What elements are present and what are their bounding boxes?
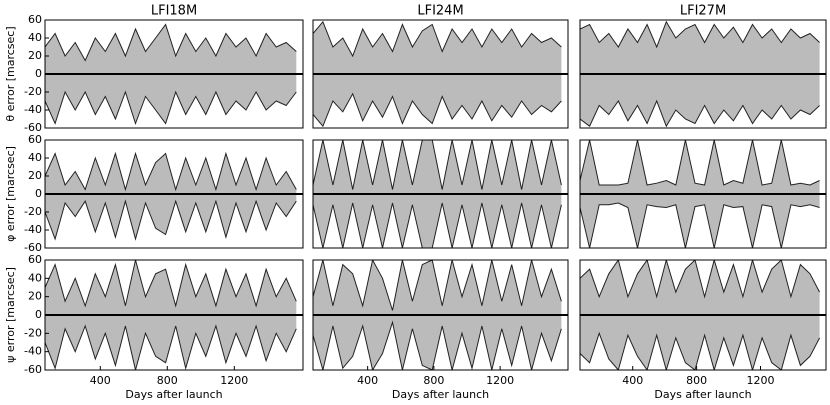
band-area [45, 153, 297, 194]
y-tick-label: -20 [24, 205, 42, 218]
plot-area [580, 20, 826, 128]
y-tick-label: 20 [28, 290, 42, 303]
y-axis-label: ψ error [marcsec] [4, 267, 17, 363]
y-tick-label: 40 [28, 271, 42, 284]
band-area [580, 260, 820, 315]
y-tick-label: 60 [28, 13, 42, 26]
panel-frame [44, 259, 304, 371]
y-tick-label: -60 [24, 121, 42, 134]
y-tick-label: 0 [35, 67, 42, 80]
plot-area [45, 23, 303, 126]
y-tick-label: 60 [28, 253, 42, 266]
band-area [580, 315, 820, 370]
panel-title: LFI18M [151, 4, 197, 19]
x-axis-label: Days after launch [392, 388, 489, 401]
envelope-line [580, 140, 820, 186]
envelope-line [45, 324, 297, 370]
envelope-line [45, 151, 297, 192]
envelope-line [313, 140, 562, 190]
y-tick-label: 60 [28, 133, 42, 146]
y-tick-label: -60 [24, 241, 42, 254]
band-area [45, 74, 297, 124]
plot-area [580, 140, 826, 248]
x-tick-label: 800 [686, 374, 707, 387]
y-tick-label: 0 [35, 187, 42, 200]
panel-frame [312, 139, 569, 249]
y-axis-label: φ error [marcsec] [4, 146, 17, 242]
plot-area [45, 151, 303, 241]
band-area [580, 140, 820, 194]
x-tick-label: 400 [90, 374, 111, 387]
envelope-line [313, 320, 562, 370]
x-tick-label: 1200 [486, 374, 514, 387]
panel-frame [579, 19, 827, 129]
band-area [45, 24, 297, 74]
y-tick-label: -40 [24, 345, 42, 358]
panel-title: LFI27M [680, 4, 726, 19]
panel-frame [312, 19, 569, 129]
envelope-line [580, 20, 820, 49]
plot-area [45, 260, 303, 370]
panel-frame [44, 19, 304, 129]
envelope-line [580, 331, 821, 370]
band-area [313, 74, 562, 127]
band-area [580, 74, 820, 127]
plot-area [313, 260, 568, 370]
panel-title: LFI24M [417, 4, 463, 19]
envelope-line [313, 202, 562, 248]
band-area [313, 260, 562, 315]
y-tick-label: 20 [28, 49, 42, 62]
envelope-line [313, 92, 562, 128]
plot-area [313, 20, 568, 128]
y-tick-label: 40 [28, 151, 42, 164]
x-tick-label: 400 [357, 374, 378, 387]
envelope-line [580, 260, 821, 299]
x-axis-label: Days after launch [125, 388, 222, 401]
envelope-line [45, 260, 297, 308]
band-area [580, 194, 820, 248]
y-tick-label: 40 [28, 31, 42, 44]
envelope-line [313, 260, 562, 311]
y-axis-label: θ error [marcsec] [4, 26, 17, 121]
band-area [313, 21, 562, 74]
y-tick-label: 0 [35, 308, 42, 321]
envelope-line [45, 23, 297, 62]
x-tick-label: 800 [423, 374, 444, 387]
envelope-line [580, 202, 820, 248]
envelope-line [313, 20, 562, 58]
y-tick-label: 20 [28, 169, 42, 182]
y-tick-label: -20 [24, 85, 42, 98]
panel-frame [579, 139, 827, 249]
y-tick-label: -40 [24, 223, 42, 236]
band-area [313, 194, 562, 248]
x-tick-label: 800 [157, 374, 178, 387]
envelope-line [45, 90, 297, 126]
x-axis-label: Days after launch [654, 388, 751, 401]
band-area [313, 315, 562, 370]
y-tick-label: -40 [24, 103, 42, 116]
x-tick-label: 1200 [747, 374, 775, 387]
x-tick-label: 400 [622, 374, 643, 387]
panel-frame [579, 259, 827, 371]
panel-frame [312, 259, 569, 371]
y-tick-label: -20 [24, 326, 42, 339]
panel-frame [44, 139, 304, 249]
band-area [580, 21, 820, 74]
y-tick-label: -60 [24, 363, 42, 376]
envelope-line [580, 99, 820, 128]
x-tick-label: 1200 [220, 374, 248, 387]
plot-area [580, 260, 826, 370]
plot-area [313, 140, 568, 248]
envelope-line [45, 199, 297, 241]
